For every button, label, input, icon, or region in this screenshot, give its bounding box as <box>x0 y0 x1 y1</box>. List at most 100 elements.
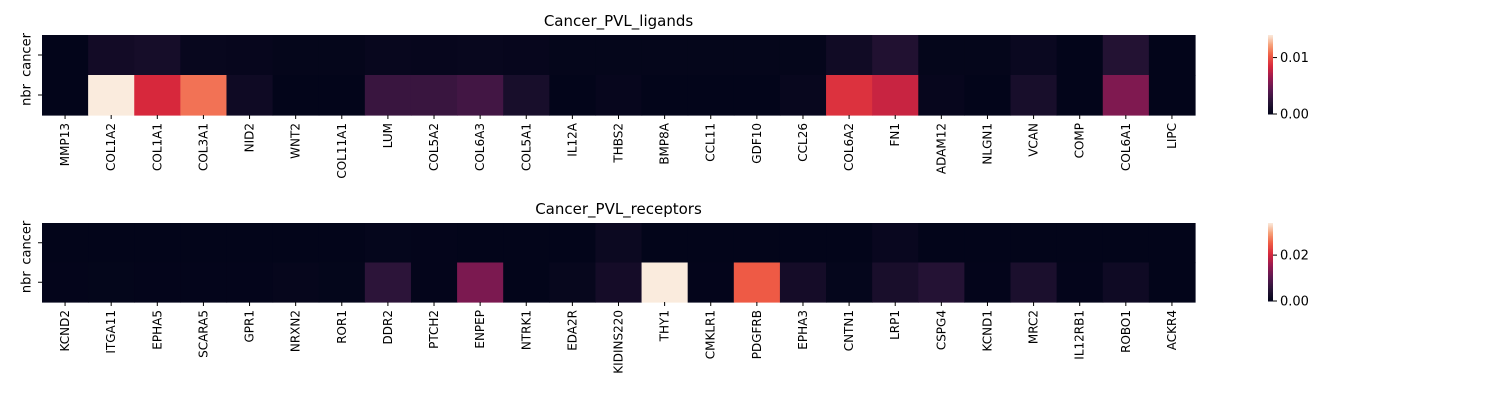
colorbar-segment <box>1268 69 1273 72</box>
colorbar-segment <box>1268 37 1273 40</box>
colorbar-segment <box>1268 239 1273 242</box>
column-label: PTCH2 <box>427 310 441 349</box>
heatmap-cell <box>872 35 919 76</box>
colorbar-segment <box>1268 83 1273 86</box>
colorbar-segment <box>1268 289 1273 292</box>
colorbar-tick-label: 0.02 <box>1280 249 1309 264</box>
heatmap-cell <box>595 262 643 303</box>
colorbar-segment <box>1268 54 1273 57</box>
colorbar-segment <box>1268 104 1273 107</box>
colorbar-segment <box>1268 259 1273 262</box>
colorbar-segment <box>1268 106 1273 108</box>
colorbar-segment <box>1268 62 1273 65</box>
colorbar-segment <box>1268 258 1273 260</box>
column-label: LIPC <box>1165 123 1179 149</box>
colorbar-segment <box>1268 82 1273 85</box>
heatmap-cell <box>687 35 735 76</box>
colorbar-segment <box>1268 280 1273 282</box>
heatmap-cell <box>1056 223 1104 264</box>
colorbar-segment <box>1268 236 1273 238</box>
column-label: COL6A1 <box>1119 123 1133 171</box>
heatmap-cell <box>687 75 735 116</box>
colorbar-segment <box>1268 94 1273 97</box>
column-label: ADAM12 <box>934 123 948 174</box>
heatmap-cell <box>1010 262 1058 303</box>
heatmap-cell <box>687 262 735 303</box>
colorbar-segment <box>1268 57 1273 60</box>
column-label: COMP <box>1073 123 1087 158</box>
heatmap-cell <box>779 35 827 76</box>
heatmap-cell <box>410 75 458 116</box>
colorbar-segment <box>1268 67 1273 70</box>
column-label: NTRK1 <box>519 310 533 350</box>
colorbar-segment <box>1268 60 1273 62</box>
column-label: CMKLR1 <box>704 310 718 359</box>
heatmap-cell <box>318 75 366 116</box>
column-label: GDF10 <box>750 123 764 164</box>
heatmap-cell <box>641 35 689 76</box>
heatmap-cell <box>42 262 89 303</box>
heatmap-cell <box>226 75 274 116</box>
heatmap-cell <box>364 223 412 264</box>
heatmap-cell <box>1010 35 1058 76</box>
colorbar-segment <box>1268 241 1273 243</box>
colorbar-segment <box>1268 70 1273 73</box>
colorbar-segment <box>1268 77 1273 79</box>
colorbar-segment <box>1268 225 1273 228</box>
colorbar-segment <box>1268 245 1273 247</box>
heatmap-cell <box>779 262 827 303</box>
heatmap-cell <box>595 223 643 264</box>
colorbar-segment <box>1268 295 1273 298</box>
heatmap-cell <box>918 223 965 264</box>
chart-title: Cancer_PVL_receptors <box>535 200 702 219</box>
colorbar-segment <box>1268 256 1273 259</box>
heatmap-cell <box>88 35 135 76</box>
heatmap-cell <box>180 35 228 76</box>
colorbar-segment <box>1268 98 1273 101</box>
heatmap-cell <box>410 35 458 76</box>
colorbar-segment <box>1268 110 1273 112</box>
colorbar-segment <box>1268 293 1273 295</box>
heatmap-cell <box>180 262 228 303</box>
heatmap-cell <box>641 75 689 116</box>
colorbar-segment <box>1268 102 1273 104</box>
colorbar-segment <box>1268 299 1273 302</box>
heatmap-cell <box>318 35 366 76</box>
colorbar-segment <box>1268 260 1273 263</box>
colorbar-segment <box>1268 278 1273 281</box>
heatmap-cell <box>641 262 689 303</box>
column-label: MMP13 <box>58 123 72 166</box>
heatmap-cell <box>918 35 965 76</box>
colorbar-segment <box>1268 275 1273 277</box>
colorbar-segment <box>1268 230 1273 233</box>
colorbar-segment <box>1268 228 1273 230</box>
colorbar-segment <box>1268 246 1273 249</box>
column-label: EDA2R <box>565 310 579 351</box>
colorbar-segment <box>1268 38 1273 41</box>
heatmap-cell <box>687 223 735 264</box>
colorbar-segment <box>1268 103 1273 106</box>
colorbar-segment <box>1268 81 1273 83</box>
column-label: COL5A1 <box>519 123 533 171</box>
colorbar-segment <box>1268 247 1273 250</box>
colorbar-segment <box>1268 234 1273 237</box>
heatmap-cell <box>595 35 643 76</box>
colorbar-segment <box>1268 90 1273 93</box>
row-label: nbr <box>20 83 35 105</box>
colorbar-segment <box>1268 99 1273 102</box>
column-label: ROR1 <box>335 310 349 344</box>
heatmap-cell <box>226 223 274 264</box>
colorbar-segment <box>1268 112 1273 115</box>
column-label: WNT2 <box>289 123 303 159</box>
colorbar-segment <box>1268 73 1273 75</box>
colorbar-segment <box>1268 226 1273 229</box>
heatmap-cell <box>272 35 320 76</box>
colorbar-segment <box>1268 56 1273 58</box>
heatmap-cell <box>1102 223 1150 264</box>
column-label: CCL11 <box>704 123 718 162</box>
heatmap-cell <box>88 262 135 303</box>
row-label: nbr <box>20 271 35 293</box>
heatmap-cell <box>503 262 550 303</box>
heatmap-cell <box>457 223 504 264</box>
column-label: ROBO1 <box>1119 310 1133 353</box>
